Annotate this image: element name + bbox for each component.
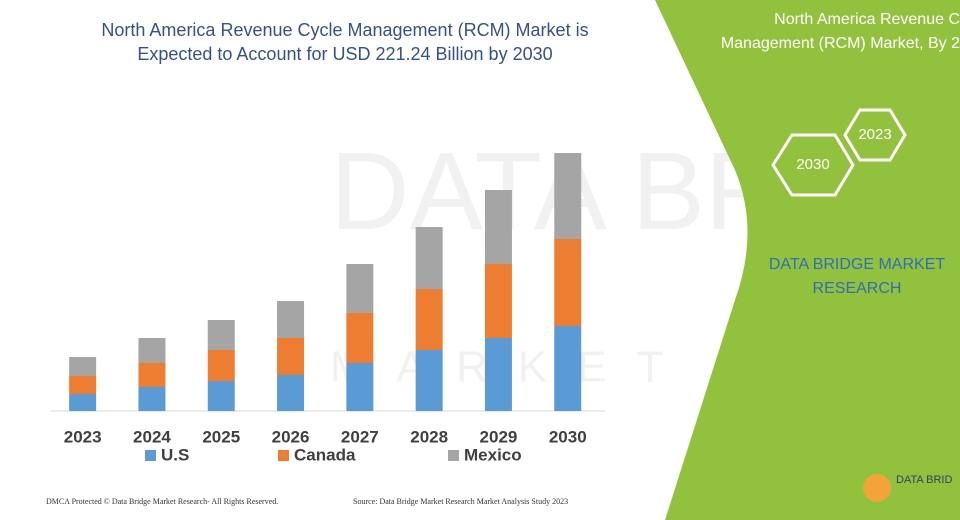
x-tick-label: 2026: [272, 427, 310, 446]
bar-segment: [554, 239, 582, 326]
bar-segment: [207, 350, 235, 381]
bar-segment: [69, 376, 97, 394]
bar-segment: [277, 375, 305, 411]
hex-label: 2023: [858, 126, 891, 143]
legend-label: Mexico: [464, 445, 522, 464]
bar-segment: [554, 153, 582, 239]
x-tick-label: 2024: [133, 427, 171, 446]
bar-segment: [138, 338, 166, 363]
hexagon: [843, 108, 907, 162]
footer: Source: Data Bridge Market Research Mark…: [353, 497, 568, 506]
hex-label: 2030: [796, 156, 829, 173]
bar-segment: [346, 313, 374, 363]
x-tick-label: 2027: [341, 427, 379, 446]
brand-text: RESEARCH: [813, 280, 902, 297]
bar-segment: [346, 363, 374, 411]
x-tick-label: 2025: [202, 427, 240, 446]
bar-segment: [69, 357, 97, 376]
bar-segment: [138, 387, 166, 411]
legend-swatch: [278, 450, 289, 461]
chart-title: North America Revenue Cycle Management (…: [101, 20, 589, 64]
x-tick-label: 2030: [549, 427, 587, 446]
bar-segment: [415, 227, 443, 289]
panel-title: North America Revenue C: [774, 11, 960, 28]
logo-icon: [863, 474, 891, 502]
bar-segment: [207, 320, 235, 350]
legend-swatch: [145, 450, 156, 461]
brand-text: DATA BRIDGE MARKET: [769, 256, 946, 273]
bar-segment: [346, 264, 374, 313]
bar-segment: [277, 338, 305, 375]
x-tick-label: 2023: [64, 427, 102, 446]
footer: DMCA Protected © Data Bridge Market Rese…: [46, 497, 278, 506]
side-panel: [655, 0, 960, 520]
bar-segment: [554, 326, 582, 411]
x-tick-label: 2029: [480, 427, 518, 446]
bar-segment: [207, 381, 235, 411]
legend-label: Canada: [294, 445, 356, 464]
bar-segment: [484, 338, 512, 411]
bar-segment: [484, 190, 512, 264]
panel-title: Management (RCM) Market, By 2: [721, 35, 960, 52]
bar-segment: [277, 301, 305, 338]
bar-segment: [415, 350, 443, 411]
legend-swatch: [448, 450, 459, 461]
bar-segment: [138, 363, 166, 387]
logo-text: DATA BRID: [896, 474, 952, 486]
bar-segment: [415, 289, 443, 350]
legend-label: U.S: [161, 445, 189, 464]
bar-segment: [69, 394, 97, 411]
hexagon: [771, 133, 855, 197]
x-tick-label: 2028: [410, 427, 448, 446]
bar-segment: [484, 264, 512, 338]
